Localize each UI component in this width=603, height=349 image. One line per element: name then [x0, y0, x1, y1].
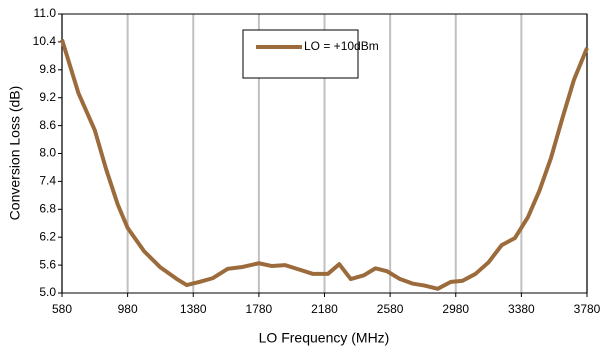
data-line [60, 38, 589, 291]
x-axis-title: LO Frequency (MHz) [259, 330, 390, 346]
y-tick-label: 5.0 [39, 285, 56, 299]
x-tick-label: 1380 [180, 302, 207, 316]
y-tick-label: 6.8 [39, 201, 56, 215]
x-tick-label: 580 [52, 302, 72, 316]
x-tick-label: 2980 [442, 302, 469, 316]
y-tick-label: 7.4 [39, 174, 56, 188]
y-tick-label: 5.6 [39, 257, 56, 271]
y-tick-label: 11.0 [34, 6, 57, 20]
x-tick-label: 1780 [246, 302, 273, 316]
y-tick-label: 9.8 [39, 62, 56, 76]
legend-label: LO = +10dBm [304, 39, 379, 53]
y-tick-label: 10.4 [33, 34, 57, 48]
y-tick-label: 6.2 [39, 229, 56, 243]
x-tick-label: 980 [118, 302, 138, 316]
y-tick-label: 9.2 [39, 90, 56, 104]
legend-box [242, 29, 359, 79]
x-tick-label: 2580 [377, 302, 404, 316]
x-tick-label: 3380 [508, 302, 535, 316]
y-tick-label: 8.0 [39, 146, 56, 160]
y-tick-label: 8.6 [39, 118, 56, 132]
plot-border [61, 13, 588, 294]
x-tick-label: 2180 [311, 302, 338, 316]
x-tick-label: 3780 [574, 302, 601, 316]
y-axis-title: Conversion Loss (dB) [7, 86, 23, 221]
